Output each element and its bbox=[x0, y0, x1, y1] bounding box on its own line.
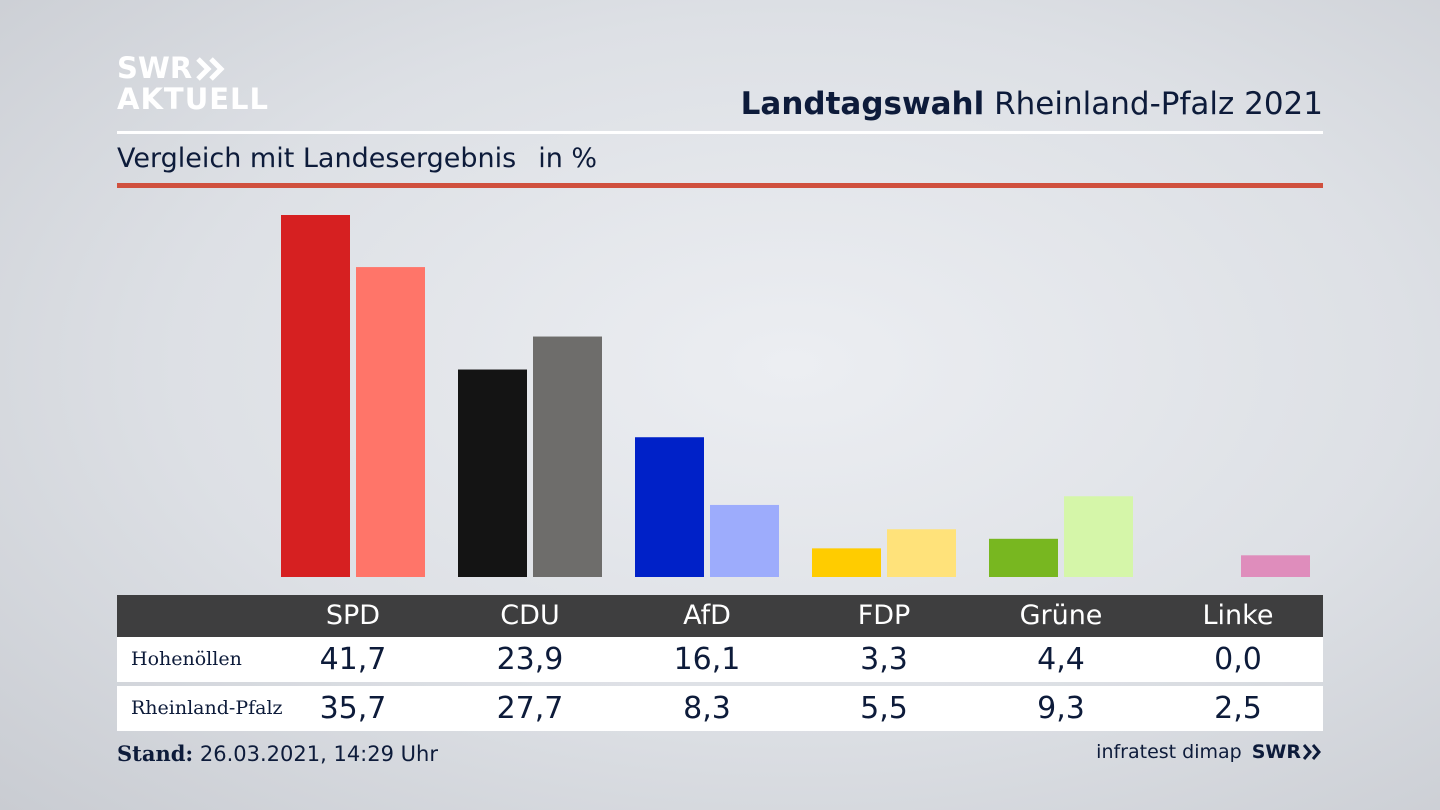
table-body: Hohenöllen 41,7 23,9 16,1 3,3 4,4 0,0 Rheinland… bbox=[117, 637, 1323, 731]
value-cell-gruene: 4,4 bbox=[1037, 642, 1085, 677]
logo-line-1: SWR bbox=[117, 51, 193, 85]
page-title: Landtagswahl Rheinland-Pfalz 2021 bbox=[741, 86, 1323, 122]
title-bold: Landtagswahl bbox=[740, 86, 985, 122]
value-cell-spd: 35,7 bbox=[319, 691, 387, 726]
header-divider bbox=[117, 131, 1323, 134]
bar-cdu-series-2 bbox=[533, 336, 602, 577]
source-text: infratest dimap bbox=[1096, 741, 1242, 763]
bar-gruene-series-2 bbox=[1064, 496, 1133, 577]
value-cell-linke: 2,5 bbox=[1214, 691, 1262, 726]
value-cell-gruene: 9,3 bbox=[1037, 691, 1085, 726]
bar-fdp-series-2 bbox=[887, 529, 956, 577]
bar-linke-series-2 bbox=[1241, 555, 1310, 577]
column-header-linke: Linke bbox=[1202, 600, 1274, 631]
timestamp: Stand: 26.03.2021, 14:29 Uhr bbox=[117, 741, 438, 766]
column-header-fdp: FDP bbox=[857, 600, 911, 631]
accent-divider bbox=[117, 183, 1323, 188]
source-credit: infratest dimap SWR bbox=[1096, 741, 1323, 763]
stand-label: Stand: bbox=[117, 741, 194, 766]
value-cell-afd: 16,1 bbox=[673, 642, 741, 677]
column-header-spd: SPD bbox=[325, 600, 381, 631]
bar-spd-series-2 bbox=[356, 267, 425, 577]
table-row: Rheinland-Pfalz 35,7 27,7 8,3 5,5 9,3 2,5 bbox=[117, 686, 1323, 731]
bar-gruene-series-1 bbox=[989, 538, 1058, 577]
value-cell-fdp: 5,5 bbox=[860, 691, 908, 726]
table-header-row: SPD CDU AfD FDP Grüne Linke bbox=[117, 595, 1323, 637]
swr-aktuell-logo: SWR AKTUELL bbox=[117, 54, 269, 114]
title-rest: Rheinland-Pfalz 2021 bbox=[994, 86, 1323, 122]
double-chevron-icon bbox=[196, 56, 225, 81]
row-label: Rheinland-Pfalz bbox=[131, 697, 283, 719]
value-cell-fdp: 3,3 bbox=[860, 642, 908, 677]
column-header-afd: AfD bbox=[683, 600, 731, 631]
results-table: SPD CDU AfD FDP Grüne Linke Hohenöllen 41,7 23,… bbox=[117, 595, 1323, 731]
chart-subtitle: Vergleich mit Landesergebnis in % bbox=[117, 143, 597, 174]
subtitle-text: Vergleich mit Landesergebnis bbox=[117, 143, 517, 174]
footer-brand-text: SWR bbox=[1251, 741, 1301, 763]
footer-brand: SWR bbox=[1252, 741, 1323, 763]
bar-fdp-series-1 bbox=[812, 548, 881, 577]
value-cell-cdu: 23,9 bbox=[496, 642, 564, 677]
value-cell-afd: 8,3 bbox=[683, 691, 731, 726]
value-cell-linke: 0,0 bbox=[1214, 642, 1262, 677]
subtitle-unit: in % bbox=[538, 143, 598, 174]
logo-line-2: AKTUELL bbox=[117, 82, 270, 116]
bar-cdu-series-1 bbox=[458, 369, 527, 577]
table-row: Hohenöllen 41,7 23,9 16,1 3,3 4,4 0,0 bbox=[117, 637, 1323, 682]
double-chevron-icon bbox=[1303, 744, 1321, 760]
stand-value: 26.03.2021, 14:29 Uhr bbox=[199, 742, 438, 766]
bar-spd-series-1 bbox=[281, 215, 350, 577]
bar-chart bbox=[281, 215, 1310, 577]
bar-afd-series-1 bbox=[635, 437, 704, 577]
column-header-cdu: CDU bbox=[500, 600, 560, 631]
value-cell-spd: 41,7 bbox=[319, 642, 387, 677]
value-cell-cdu: 27,7 bbox=[496, 691, 564, 726]
row-label: Hohenöllen bbox=[131, 648, 242, 670]
bar-afd-series-2 bbox=[710, 504, 779, 577]
column-header-gruene: Grüne bbox=[1019, 600, 1103, 631]
